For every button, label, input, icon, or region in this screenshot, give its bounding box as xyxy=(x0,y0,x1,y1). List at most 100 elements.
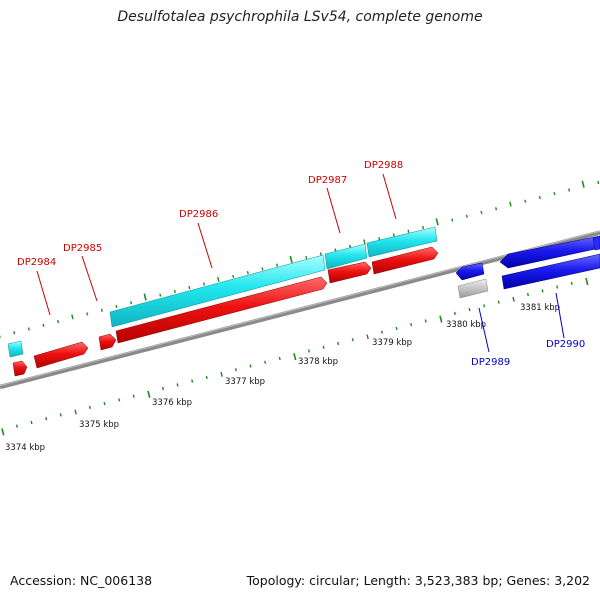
forward-tick-39 xyxy=(568,188,571,192)
cds-features xyxy=(7,226,438,358)
reverse-tick-11 xyxy=(161,386,164,391)
reverse-tick-24 xyxy=(351,338,354,342)
leader-dp2987 xyxy=(326,187,341,234)
reverse-tick-13 xyxy=(191,379,194,383)
forward-tick-24 xyxy=(349,244,352,248)
reverse-tick-17 xyxy=(249,364,252,368)
reverse-tick-12 xyxy=(176,383,179,387)
cds-feature-dp2986[interactable] xyxy=(109,254,326,328)
reverse-tick-18 xyxy=(264,360,267,364)
pseudogene-dp2989[interactable] xyxy=(457,278,489,299)
reverse-tick-15 xyxy=(220,371,223,377)
gene-label-dp2986[interactable]: DP2986 xyxy=(179,209,218,220)
reverse-tick-38 xyxy=(556,285,559,289)
gene-features-blue xyxy=(455,235,600,299)
gene-arrow-dp2984[interactable] xyxy=(33,341,89,369)
gene-arrow-dp2984-left[interactable] xyxy=(12,360,28,377)
forward-tick-27 xyxy=(392,233,395,237)
scale-label-3375: 3375 kbp xyxy=(79,420,119,430)
gene-arrow-dp2987[interactable] xyxy=(327,261,372,284)
map-title: Desulfotalea psychrophila LSv54, complet… xyxy=(117,9,483,25)
cds-feature-left-fragment[interactable] xyxy=(7,340,24,358)
forward-tick-5 xyxy=(71,314,74,320)
reverse-tick-32 xyxy=(468,308,471,312)
reverse-strand-tick-row xyxy=(1,277,589,436)
forward-tick-15 xyxy=(217,276,220,282)
gene-label-leaders xyxy=(36,173,565,353)
forward-tick-3 xyxy=(42,323,45,327)
forward-tick-35 xyxy=(509,201,512,207)
forward-tick-18 xyxy=(261,267,264,271)
cds-feature-dp2988[interactable] xyxy=(366,226,438,258)
forward-tick-26 xyxy=(378,237,381,241)
forward-tick-4 xyxy=(57,319,60,324)
gene-label-dp2987[interactable]: DP2987 xyxy=(308,175,347,186)
gene-arrow-dp2990-upper[interactable] xyxy=(499,235,600,269)
gene-arrow-dp2990-upper-right[interactable] xyxy=(592,235,600,251)
gene-arrow-dp2990[interactable] xyxy=(501,253,600,290)
cds-feature-dp2987[interactable] xyxy=(324,243,368,270)
reverse-tick-4 xyxy=(59,413,62,417)
scale-label-3376: 3376 kbp xyxy=(152,398,192,408)
forward-tick-21 xyxy=(305,255,308,260)
scale-labels: 3374 kbp 3375 kbp 3376 kbp 3377 kbp 3378… xyxy=(5,303,560,453)
reverse-tick-8 xyxy=(118,398,121,402)
forward-tick-37 xyxy=(538,195,541,200)
forward-tick-7 xyxy=(100,308,103,312)
leader-dp2985 xyxy=(81,255,98,302)
reverse-tick-5 xyxy=(74,409,77,415)
reverse-tick-25 xyxy=(366,334,369,340)
gene-arrow-dp2989[interactable] xyxy=(455,262,485,281)
forward-tick-16 xyxy=(232,274,235,278)
gene-arrow-dp2988[interactable] xyxy=(371,246,439,275)
forward-tick-28 xyxy=(407,229,410,233)
reverse-tick-31 xyxy=(453,311,456,315)
reverse-tick-29 xyxy=(424,319,427,323)
reverse-tick-21 xyxy=(307,349,310,353)
forward-tick-31 xyxy=(451,218,454,222)
scale-label-3380: 3380 kbp xyxy=(446,320,486,330)
genome-backbone-highlight xyxy=(0,230,600,387)
genome-backbone xyxy=(0,230,600,390)
gene-features-red xyxy=(12,246,439,377)
reverse-tick-39 xyxy=(570,281,573,285)
reverse-tick-0 xyxy=(1,428,5,436)
gene-label-dp2985[interactable]: DP2985 xyxy=(63,243,102,254)
leader-dp2984 xyxy=(36,270,51,316)
gene-label-dp2990[interactable]: DP2990 xyxy=(546,339,585,350)
reverse-tick-6 xyxy=(88,405,91,409)
reverse-tick-16 xyxy=(234,368,237,372)
leader-dp2989 xyxy=(478,307,490,353)
forward-tick-22 xyxy=(319,252,322,256)
forward-tick-14 xyxy=(203,282,206,286)
gene-arrow-dp2986[interactable] xyxy=(115,276,328,344)
reverse-tick-10 xyxy=(147,390,151,398)
forward-tick-12 xyxy=(173,289,176,294)
gene-label-dp2984[interactable]: DP2984 xyxy=(17,257,56,268)
gene-label-dp2988[interactable]: DP2988 xyxy=(364,160,403,171)
gene-label-dp2989[interactable]: DP2989 xyxy=(471,357,510,368)
forward-tick-34 xyxy=(495,207,498,211)
forward-tick-29 xyxy=(422,225,425,230)
reverse-tick-30 xyxy=(439,315,443,323)
reverse-tick-23 xyxy=(337,341,340,346)
reverse-tick-3 xyxy=(45,417,48,421)
forward-tick-2 xyxy=(27,327,30,331)
gene-arrow-dp2985[interactable] xyxy=(98,333,117,351)
reverse-tick-19 xyxy=(278,356,281,361)
leader-dp2986 xyxy=(197,222,213,269)
reverse-tick-34 xyxy=(497,300,500,304)
forward-tick-41 xyxy=(597,180,600,185)
scale-label-3377: 3377 kbp xyxy=(225,377,265,387)
forward-tick-38 xyxy=(553,192,556,196)
forward-tick-19 xyxy=(276,263,279,267)
gene-labels: DP2984 DP2985 DP2986 DP2987 DP2988 DP298… xyxy=(17,160,585,368)
forward-tick-33 xyxy=(480,210,483,215)
reverse-tick-33 xyxy=(483,304,486,308)
forward-tick-11 xyxy=(159,293,162,297)
forward-tick-10 xyxy=(143,293,147,301)
reverse-tick-14 xyxy=(205,375,208,379)
reverse-tick-1 xyxy=(15,424,18,428)
genome-summary-text: Topology: circular; Length: 3,523,383 bp… xyxy=(246,573,590,588)
